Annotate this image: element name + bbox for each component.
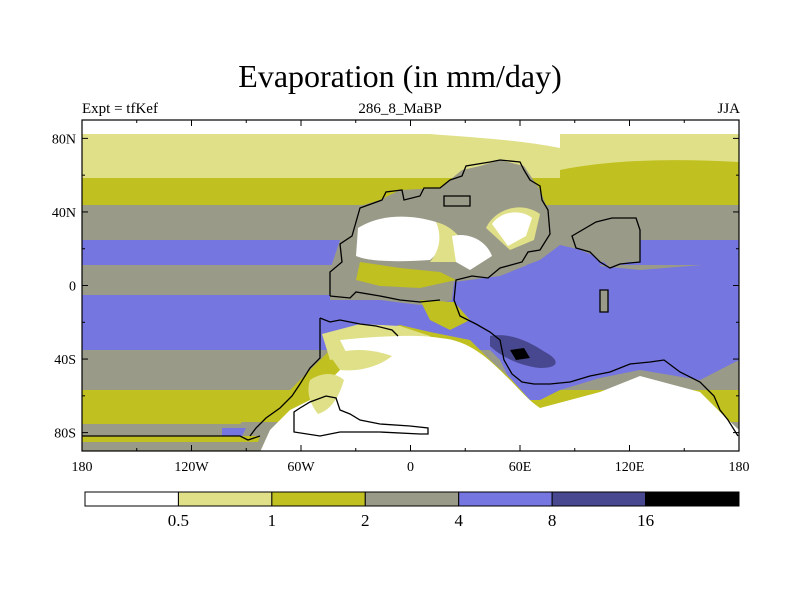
south-blue-spot [222, 428, 246, 436]
map-title: Evaporation (in mm/day) [238, 58, 562, 94]
period-label: 286_8_MaBP [358, 101, 442, 117]
colorbar-label: 1 [268, 511, 277, 530]
north-desert-white-2 [452, 234, 492, 270]
arctic-white-tongue [82, 120, 560, 148]
colorbar-label: 8 [548, 511, 557, 530]
y-tick-label: 0 [69, 280, 76, 295]
north-olive-patch [560, 160, 739, 200]
season-label: JJA [717, 101, 740, 117]
north-desert-white-3 [492, 212, 532, 246]
colorbar-label: 4 [454, 511, 463, 530]
tethys-island [600, 290, 608, 312]
south-continent-white [260, 335, 739, 451]
colorbar: 0.5 1 2 4 8 16 [84, 491, 740, 530]
experiment-label: Expt = tfKef [82, 101, 158, 117]
x-tick-label: 60W [287, 460, 315, 475]
max-evap-zone [510, 348, 530, 360]
east-asia-block [572, 222, 640, 268]
x-tick-label: 180 [72, 460, 93, 475]
colorbar-label: 0.5 [168, 511, 189, 530]
colorbar-swatch [551, 491, 647, 507]
y-tick-label: 40N [52, 206, 76, 221]
colorbar-swatch [364, 491, 460, 507]
x-tick-label: 120W [174, 460, 209, 475]
south-light-lobe [308, 374, 344, 414]
colorbar-swatch [177, 491, 273, 507]
south-olive-belt [82, 390, 260, 424]
west-blue-ocean [82, 300, 330, 350]
colorbar-label: 2 [361, 511, 370, 530]
north-olive-coast [356, 262, 456, 288]
antarctic-olive-edge [82, 436, 260, 442]
south-grey-strip [82, 425, 240, 436]
y-tick-label: 40S [54, 353, 76, 368]
colorbar-swatch [458, 491, 553, 507]
colorbar-swatch [645, 491, 740, 507]
x-tick-label: 0 [407, 460, 414, 475]
axis-tick-labels: 180 120W 60W 0 60E 120E 180 80N 40N 0 40S 80S [52, 132, 750, 475]
south-light-pocket [330, 350, 392, 371]
colorbar-label: 16 [637, 511, 654, 530]
evaporation-field [82, 120, 739, 451]
x-tick-label: 180 [729, 460, 750, 475]
y-tick-label: 80N [52, 132, 76, 147]
north-desert-white [356, 216, 443, 262]
colorbar-swatch [271, 491, 366, 507]
coastlines [82, 159, 739, 441]
colorbar-swatch [84, 491, 179, 507]
x-tick-label: 60E [509, 460, 532, 475]
x-tick-label: 120E [615, 460, 645, 475]
y-tick-label: 80S [54, 427, 76, 442]
axis-ticks [81, 120, 740, 451]
